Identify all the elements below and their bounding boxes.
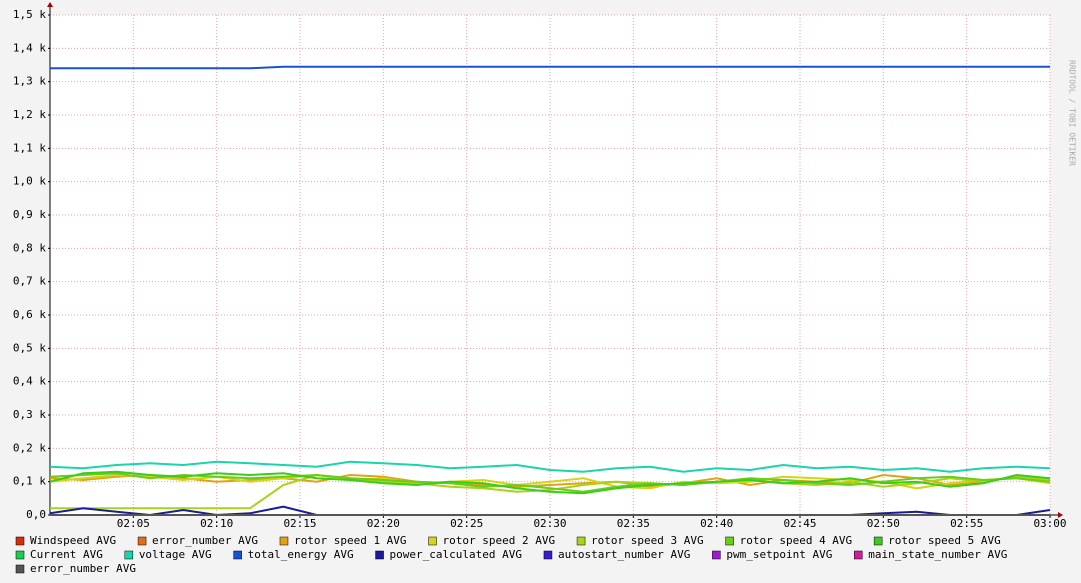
legend-label: total_energy AVG: [248, 548, 354, 561]
legend-label: rotor speed 5 AVG: [888, 534, 1001, 547]
legend-label: Windspeed AVG: [30, 534, 116, 547]
legend-swatch: [279, 536, 289, 546]
legend-swatch: [137, 536, 147, 546]
series-line: [50, 65, 1050, 70]
x-tick-label: 02:55: [950, 517, 983, 530]
legend-label: rotor speed 3 AVG: [591, 534, 704, 547]
y-tick-label: 0,3 k: [13, 408, 46, 421]
legend-swatch: [854, 550, 863, 560]
legend-label: rotor speed 1 AVG: [294, 534, 407, 547]
legend-label: Current AVG: [30, 548, 103, 561]
legend-swatch: [725, 536, 734, 546]
legend-swatch: [576, 536, 586, 546]
y-tick-label: 0,9 k: [13, 208, 46, 221]
axis-arrow: [1058, 512, 1063, 518]
legend-label: rotor speed 4 AVG: [740, 534, 853, 547]
series-line: [49, 472, 1051, 493]
axis-arrow: [47, 2, 53, 7]
y-tick-label: 1,0 k: [13, 175, 46, 188]
legend-swatch: [873, 536, 883, 546]
x-tick-label: 02:40: [700, 517, 733, 530]
y-tick-label: 0,7 k: [13, 275, 46, 288]
y-tick-label: 1,2 k: [13, 108, 46, 121]
legend-swatch: [124, 550, 134, 560]
x-tick-label: 02:50: [867, 517, 900, 530]
x-tick-label: 02:25: [450, 517, 483, 530]
legend-swatch: [428, 536, 437, 546]
series-line: [49, 473, 1051, 488]
y-tick-label: 0,2 k: [13, 441, 46, 454]
y-tick-label: 1,5 k: [13, 8, 46, 21]
x-tick-label: 02:05: [117, 517, 150, 530]
x-tick-label: 02:30: [533, 517, 566, 530]
y-tick-label: 0,0: [26, 508, 46, 521]
legend-label: power_calculated AVG: [390, 548, 522, 561]
legend-swatch: [233, 550, 242, 560]
legend-label: main_state_number AVG: [868, 548, 1007, 561]
legend-swatch: [543, 550, 553, 560]
legend-swatch: [375, 550, 384, 560]
legend-swatch: [15, 550, 25, 560]
legend-swatch: [15, 536, 25, 546]
x-tick-label: 02:45: [783, 517, 816, 530]
legend-label: error_number AVG: [152, 534, 258, 547]
legend-label: voltage AVG: [139, 548, 212, 561]
x-tick-label: 02:20: [367, 517, 400, 530]
legend-label: autostart_number AVG: [558, 548, 690, 561]
series-line: [50, 473, 1051, 510]
legend-label: error_number AVG: [30, 562, 136, 575]
y-tick-label: 0,1 k: [13, 475, 46, 488]
legend-swatch: [712, 550, 721, 560]
x-tick-label: 02:35: [617, 517, 650, 530]
legend-label: rotor speed 2 AVG: [443, 534, 556, 547]
y-tick-label: 1,3 k: [13, 75, 46, 88]
x-tick-label: 03:00: [1033, 517, 1066, 530]
y-tick-label: 0,5 k: [13, 341, 46, 354]
y-tick-label: 1,4 k: [13, 41, 46, 54]
y-tick-label: 1,1 k: [13, 141, 46, 154]
series-line: [49, 460, 1051, 473]
x-tick-label: 02:15: [283, 517, 316, 530]
y-tick-label: 0,6 k: [13, 308, 46, 321]
y-tick-label: 0,8 k: [13, 241, 46, 254]
credit: RRDTOOL / TOBI OETIKER: [1068, 60, 1077, 166]
x-tick-label: 02:10: [200, 517, 233, 530]
y-tick-label: 0,4 k: [13, 375, 46, 388]
series-line: [49, 470, 1051, 495]
legend-swatch: [15, 564, 25, 574]
legend-label: pwm_setpoint AVG: [726, 548, 832, 561]
